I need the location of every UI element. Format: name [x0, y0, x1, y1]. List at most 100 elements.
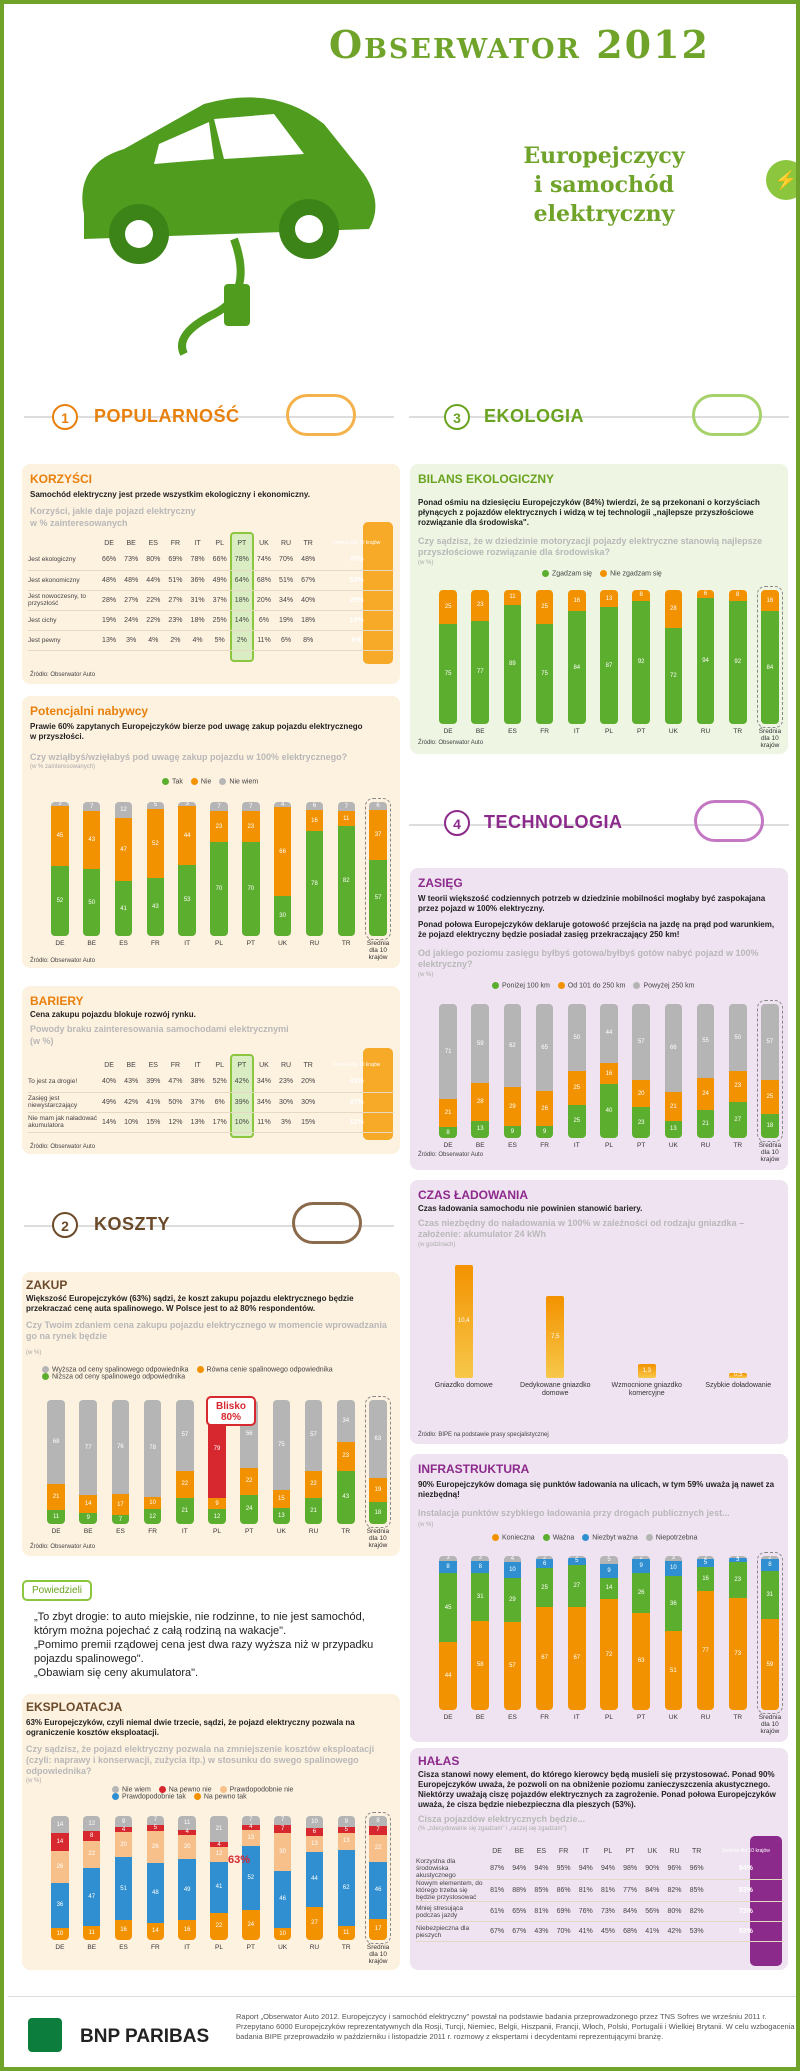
legend-swatch: [219, 778, 227, 785]
table-cell: 94%: [530, 1858, 553, 1880]
tick-label: ES: [508, 728, 517, 735]
bar-segment: 12: [114, 802, 133, 819]
zakup-lead: Większość Europejczyków (63%) sądzi, że …: [26, 1294, 354, 1313]
source: Źródło: Obserwator Auto: [30, 1144, 96, 1150]
table-cell: 31%: [186, 590, 209, 611]
bar-segment: 24: [242, 1910, 260, 1940]
legend-item: Zgadzam się: [534, 570, 592, 577]
tick-label: BE: [83, 1528, 93, 1535]
legend-label: Niepotrzebna: [655, 1534, 698, 1542]
legend-swatch: [219, 1786, 227, 1793]
legend-label: Zgadzam się: [552, 570, 593, 578]
tick-label: ES: [119, 1944, 128, 1951]
bar-segment: 77: [79, 1400, 98, 1496]
bar-segment: 92: [728, 600, 747, 724]
chart-bar: 14 48 26 5 7: [146, 1816, 165, 1940]
row-label: Korzystna dla środowiska akustycznego: [416, 1858, 486, 1880]
table-cell: 40%: [98, 1072, 121, 1093]
bar-segment: 75: [535, 623, 554, 724]
legend-item: Niepotrzebna: [638, 1534, 698, 1542]
tick-label: UK: [668, 1714, 678, 1721]
legend-swatch: [190, 778, 198, 785]
bar-segment: 49: [178, 1859, 196, 1921]
bar-segment: 17: [369, 1918, 387, 1940]
chart-bar: 57 29 10 4: [503, 1556, 522, 1710]
bar-segment: 50: [82, 869, 101, 936]
bar-segment: 46: [369, 1861, 387, 1919]
avg-cell: 73%: [707, 1901, 784, 1922]
legend-swatch: [492, 982, 499, 989]
bar-segment: 6: [369, 802, 387, 811]
section-divider: [409, 824, 789, 826]
zasieg-unit: (w %): [418, 972, 434, 978]
country-header: TR: [303, 539, 313, 547]
chart-bar: 63 19 18: [365, 1396, 391, 1528]
row-label: Nie mam jak naładować akumulatora: [28, 1112, 98, 1133]
chart-bar: 16 49 20 4 11: [178, 1816, 196, 1940]
tick-label: BE: [87, 1944, 97, 1951]
table-cell: 48%: [98, 570, 121, 591]
legend-swatch: [542, 570, 549, 577]
bar-segment: 44: [600, 1004, 618, 1063]
ladowanie-panel: [410, 1180, 788, 1444]
table-cell: 85%: [685, 1879, 708, 1902]
korzysci-unit: w % zainteresowanych: [30, 518, 128, 528]
table-cell: 14%: [98, 1112, 121, 1133]
legend-label: Powyżej 250 km: [643, 982, 695, 990]
chart-bar: 72 28: [664, 590, 683, 724]
bar-segment: 70: [242, 842, 260, 936]
tick-label: TR: [341, 1944, 351, 1951]
section-divider: [24, 416, 394, 418]
tick-label: PL: [605, 1714, 613, 1721]
tick-label: DE: [55, 940, 65, 947]
zakup-question: Czy Twoim zdaniem cena zakupu pojazdu el…: [26, 1320, 387, 1341]
bar-segment: 20: [178, 1834, 196, 1860]
bar-segment: 57: [304, 1400, 323, 1471]
chart-bar: 72 14 9 5: [600, 1556, 618, 1710]
bar-segment: 5: [146, 802, 165, 809]
table-cell: 80%: [663, 1901, 686, 1922]
table-cell: 51%: [275, 570, 298, 591]
nabywcy-question: Czy wziąłbyś/wzięłabyś pod uwagę zakup p…: [30, 752, 348, 762]
bar-segment: 57: [632, 1004, 651, 1081]
legend-label: Nie zgadzam się: [610, 570, 662, 578]
bar-segment: 51: [114, 1856, 133, 1921]
table-cell: 81%: [486, 1879, 509, 1902]
legend-swatch: [193, 1793, 201, 1801]
bar-segment: 14: [51, 1833, 69, 1851]
table-cell: 68%: [252, 570, 275, 591]
legend-item: Nie: [183, 778, 211, 785]
chart-bar: 593182: [757, 1552, 783, 1714]
avg-cell: 6%: [319, 630, 394, 651]
tick-label: FR: [148, 1528, 157, 1535]
tick-label: BE: [475, 1714, 485, 1721]
tick-label: RU: [700, 728, 711, 735]
bar-segment: 57: [761, 1004, 779, 1081]
money-car-icon: [292, 1202, 362, 1244]
tick-label: BE: [87, 940, 97, 947]
section-number: 3: [444, 404, 470, 430]
chart-bar: 8 21 71: [439, 1004, 457, 1138]
tick-label: TR: [341, 1528, 351, 1535]
tick-label: Średnia dla 10 krajów: [758, 728, 782, 749]
section-number: 1: [52, 404, 78, 430]
tick-label: DE: [51, 1528, 61, 1535]
legend-swatch: [557, 982, 565, 989]
bar-segment: 8: [82, 1830, 101, 1841]
bar-segment: 4: [178, 1829, 196, 1835]
halas-unit: (% „zdecydowanie się zgadzam" i „raczej …: [418, 1826, 567, 1832]
bar-segment: 5: [337, 1827, 356, 1834]
eksploatacja-unit: (w %): [26, 1778, 42, 1784]
bariery-unit: (w %): [30, 1036, 54, 1046]
table-cell: 48%: [297, 550, 320, 571]
tick-label: PL: [215, 1944, 223, 1951]
legend-item: Na pewno tak: [186, 1793, 247, 1801]
chart-bar: 70 23 7: [242, 802, 260, 936]
data-label: 10,4: [457, 1318, 470, 1325]
bar-segment: 22: [240, 1468, 259, 1495]
table-cell: 19%: [98, 610, 121, 631]
bar-segment: 28: [471, 1083, 490, 1121]
chart-bar: 82 11 7: [337, 802, 356, 936]
table-cell: 2%: [164, 630, 187, 651]
table-cell: 49%: [208, 570, 231, 591]
